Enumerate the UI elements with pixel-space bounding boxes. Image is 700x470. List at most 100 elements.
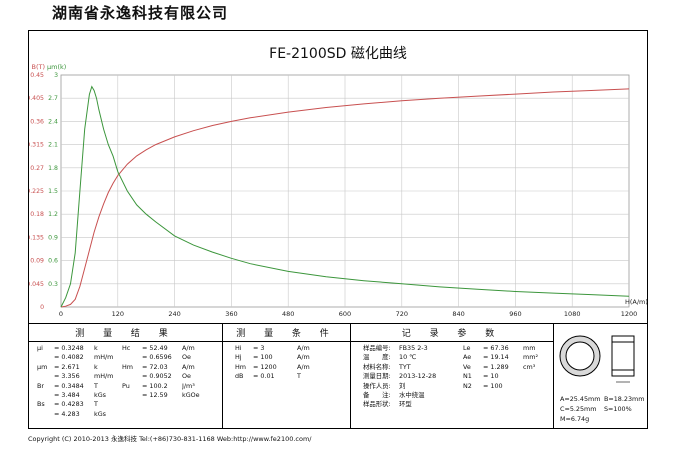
conditions-row: dB = 0.01 T <box>235 372 327 381</box>
conditions-cell-b: = 100 <box>253 353 273 362</box>
y-left-tick-label: 0.27 <box>30 165 44 172</box>
chart-frame: FE-2100SD 磁化曲线 0 120 240 360 480 600 720 840 960… <box>28 30 648 324</box>
record-cell-a: 样品编号: <box>363 344 391 352</box>
y-left-tick-label: 0.315 <box>29 142 44 149</box>
results-cell-a: μi <box>37 344 43 352</box>
conditions-cell-c: A/m <box>297 344 310 352</box>
results-cell-c: k <box>94 362 98 371</box>
y-left-tick-label: 0.225 <box>29 188 44 195</box>
results-cell-a: Br <box>37 381 45 390</box>
record-cell-a: 样品形状: <box>363 400 391 409</box>
results-cell-c: T <box>94 381 98 390</box>
y-right-tick-label: 3 <box>54 72 58 79</box>
results-cell-b: = 3.484 <box>54 390 80 399</box>
record-cell-e: mm <box>523 344 536 352</box>
x-tick-label: 360 <box>225 310 237 318</box>
conditions-cell-a: Hj <box>235 353 242 362</box>
results-cell-e: = 100.2 <box>142 381 168 390</box>
results-cell-c: T <box>94 400 98 409</box>
record-row: 材料名称: TYT Ve = 1.289 cm³ <box>363 363 545 372</box>
record-cell-b: 刘 <box>399 381 406 390</box>
results-row: μm = 2.671 k Hm = 72.03 A/m <box>37 363 208 372</box>
results-cell-e: = 12.59 <box>142 390 168 399</box>
conditions-row: Hj = 100 A/m <box>235 353 327 362</box>
y-left-tick-label: 0.09 <box>30 258 44 265</box>
record-list: 样品编号: FB35 2-3 Le = 67.36 mm 温 度: 10 ℃ Ae = 19.1… <box>363 344 545 410</box>
conditions-cell-b: = 0.01 <box>253 372 275 381</box>
x-axis-label: H(A/m) <box>625 298 647 306</box>
y-left-tick-label: 0 <box>40 304 44 311</box>
results-list: μi = 0.3248 k Hc = 52.49 A/m = 0.4082 mH/m = 0.6… <box>37 344 208 419</box>
results-row: μi = 0.3248 k Hc = 52.49 A/m <box>37 344 208 353</box>
results-cell-b: = 0.3484 <box>54 381 84 390</box>
record-cell-b: 环型 <box>399 400 412 409</box>
results-row: = 3.484 kGs = 12.59 kGOe <box>37 391 208 400</box>
y-left-axis-label: B(T) <box>31 63 45 71</box>
results-cell-b: = 0.4082 <box>54 353 84 362</box>
results-row: Br = 0.3484 T Pu = 100.2 J/m³ <box>37 382 208 391</box>
dim-b: B=18.23mm <box>604 395 645 403</box>
y-right-tick-label: 2.1 <box>48 142 58 149</box>
record-cell-a: 测量日期: <box>363 372 391 381</box>
results-cell-f: Oe <box>182 353 191 362</box>
y-right-tick-label: 1.2 <box>48 211 58 218</box>
results-cell-b: = 4.283 <box>54 409 80 418</box>
conditions-cell-c: T <box>297 372 301 381</box>
conditions-cell-a: Hm <box>235 362 247 371</box>
record-cell-b: 2013-12-28 <box>399 372 437 381</box>
results-cell-e: = 0.6596 <box>142 353 172 362</box>
y-left-tick-label: 0.18 <box>30 211 44 218</box>
results-cell-c: mH/m <box>94 372 114 381</box>
record-cell-b: FB35 2-3 <box>399 344 428 352</box>
record-row: 温 度: 10 ℃ Ae = 19.14 mm² <box>363 353 545 362</box>
record-cell-d: = 1.289 <box>483 362 509 371</box>
results-cell-d: Hc <box>122 344 131 352</box>
x-tick-label: 600 <box>339 310 351 318</box>
x-tick-label: 480 <box>282 310 294 318</box>
record-cell-c: N2 <box>463 381 472 390</box>
company-name: 湖南省永逸科技有限公司 <box>52 4 229 22</box>
record-cell-d: = 100 <box>483 381 503 390</box>
record-cell-b: TYT <box>399 362 411 371</box>
record-cell-d: = 10 <box>483 372 499 381</box>
results-cell-b: = 0.3248 <box>54 344 84 352</box>
record-cell-e: cm³ <box>523 362 536 371</box>
conditions-cell-b: = 1200 <box>253 362 277 371</box>
y-left-tick-label: 0.405 <box>29 95 44 102</box>
b-curve-line <box>60 88 630 308</box>
results-cell-d: Pu <box>122 381 130 390</box>
record-cell-a: 操作人员: <box>363 381 391 390</box>
mu-curve-line <box>60 85 630 308</box>
results-cell-f: J/m³ <box>182 381 195 390</box>
results-cell-e: = 72.03 <box>142 362 168 371</box>
results-row: = 0.4082 mH/m = 0.6596 Oe <box>37 353 208 362</box>
dim-c: C=5.25mm <box>560 405 597 413</box>
measurement-table: 测 量 结 果 测 量 条 件 记 录 参 数 μi = 0.3248 k Hc = 5… <box>28 323 648 429</box>
dim-m: M=6.74g <box>560 415 590 423</box>
conditions-row: Hm = 1200 A/m <box>235 363 327 372</box>
results-cell-b: = 3.356 <box>54 372 80 381</box>
y-right-tick-label: 0.6 <box>48 258 58 265</box>
results-cell-a: μm <box>37 362 48 371</box>
results-cell-f: kGOe <box>182 390 200 399</box>
y-right-tick-label: 2.7 <box>48 95 58 102</box>
conditions-cell-c: A/m <box>297 362 310 371</box>
record-row: 操作人员: 刘 N2 = 100 <box>363 382 545 391</box>
x-tick-label: 0 <box>59 310 63 318</box>
results-cell-d: Hm <box>122 362 134 371</box>
record-cell-e: mm² <box>523 353 539 362</box>
results-cell-f: A/m <box>182 362 195 371</box>
results-row: = 4.283 kGs <box>37 410 208 419</box>
ring-sample-diagram <box>559 335 635 383</box>
copyright-footer: Copyright (C) 2010-2013 永逸科技 Tel:(+86)73… <box>28 435 312 443</box>
record-cell-c: Ve <box>463 362 471 371</box>
conditions-list: Hi = 3 A/m Hj = 100 A/m Hm = 1200 A/m dB = 0.01 T <box>235 344 327 382</box>
dim-s: S=100% <box>604 405 632 413</box>
record-cell-a: 温 度: <box>363 353 391 362</box>
x-tick-label: 120 <box>112 310 124 318</box>
record-cell-b: 10 ℃ <box>399 353 417 362</box>
y-left-tick-label: 0.36 <box>30 118 44 125</box>
y-right-tick-label: 1.8 <box>48 165 58 172</box>
conditions-row: Hi = 3 A/m <box>235 344 327 353</box>
conditions-cell-c: A/m <box>297 353 310 362</box>
